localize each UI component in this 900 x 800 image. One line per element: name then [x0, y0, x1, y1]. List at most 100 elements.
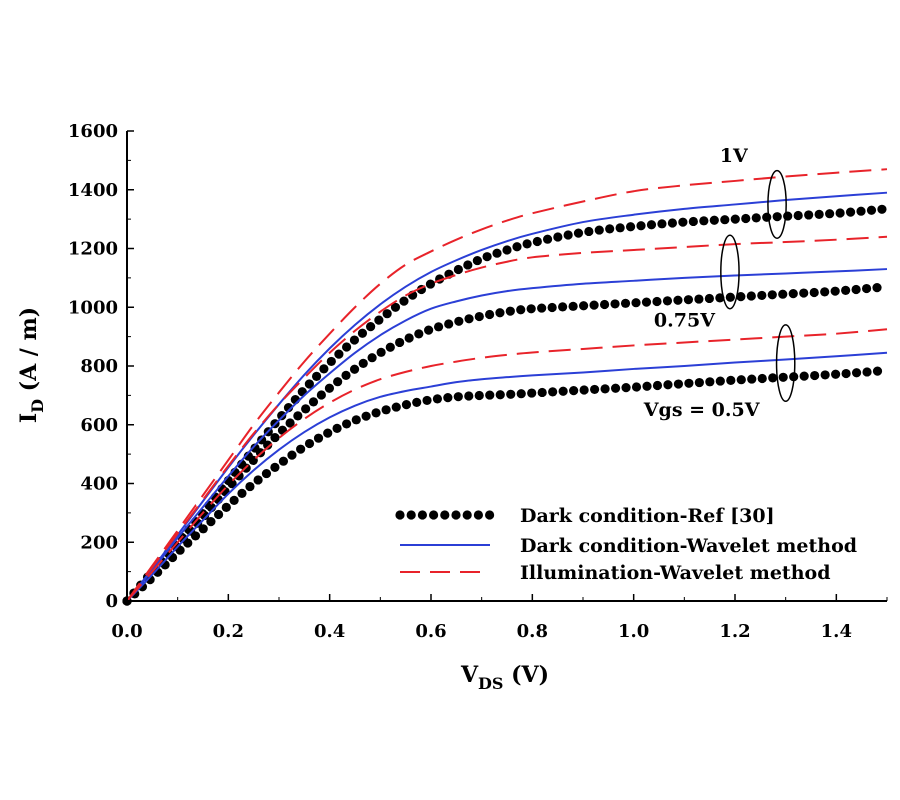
data-point [221, 502, 231, 512]
data-point [485, 390, 495, 400]
data-point [537, 387, 547, 398]
data-point [285, 418, 295, 428]
data-point [253, 475, 263, 485]
data-point [382, 309, 392, 319]
data-point [730, 214, 740, 224]
data-point [341, 370, 351, 380]
data-point [443, 393, 453, 403]
data-point [678, 217, 688, 227]
data-point [568, 301, 578, 311]
data-point [522, 239, 532, 249]
data-point [278, 456, 289, 466]
x-axis-label: VDS (V) [460, 662, 549, 693]
data-point [851, 368, 862, 378]
data-point [751, 213, 761, 223]
legend-dot [440, 510, 450, 520]
data-point [641, 297, 652, 307]
data-point [667, 218, 678, 228]
data-point [229, 495, 239, 505]
data-point [412, 397, 422, 407]
data-point [831, 369, 841, 379]
data-point [474, 311, 484, 322]
data-point [349, 364, 360, 374]
data-point [502, 245, 512, 255]
data-point [547, 302, 557, 313]
data-point [709, 215, 719, 225]
data-point [527, 388, 537, 398]
data-point [720, 215, 730, 225]
data-point [820, 370, 830, 380]
series-dark-ref-075v [122, 282, 882, 606]
series-illumination-1v [126, 168, 888, 602]
data-point [631, 382, 642, 392]
data-point [332, 423, 342, 433]
data-point [237, 488, 247, 498]
legend-dot [462, 510, 472, 520]
data-point [793, 210, 803, 221]
data-point [311, 371, 322, 381]
data-point [736, 292, 746, 302]
data-point [433, 322, 444, 332]
x-tick-label: 0.8 [517, 621, 548, 642]
data-point [620, 298, 631, 308]
data-point [333, 377, 343, 387]
data-point [323, 428, 333, 438]
data-point [610, 299, 620, 309]
data-point [605, 224, 615, 234]
data-point [374, 315, 384, 325]
y-tick-label: 600 [80, 415, 118, 436]
data-point [261, 468, 272, 479]
data-point [772, 212, 782, 222]
data-point [584, 226, 594, 237]
data-point [401, 399, 412, 410]
data-point [877, 204, 887, 214]
data-point [537, 303, 547, 313]
plot-area: 1V 0.75V Vgs = 0.5V [122, 145, 888, 606]
data-point [599, 299, 610, 310]
data-point [662, 296, 673, 306]
data-point [319, 364, 329, 374]
data-point [454, 316, 464, 326]
y-tick-label: 800 [80, 356, 118, 377]
data-point [516, 389, 526, 399]
series-dark-wavelet-075v [126, 268, 888, 602]
data-point [646, 220, 657, 230]
data-point [851, 284, 861, 295]
data-point [198, 524, 208, 534]
data-point [757, 373, 767, 384]
data-point [422, 395, 432, 406]
data-point [610, 383, 621, 393]
data-point [788, 289, 798, 299]
data-point [558, 386, 568, 396]
series-dark-ref-05v [122, 366, 883, 606]
data-point [453, 392, 463, 402]
legend-entry-illumination: Illumination-Wavelet method [400, 562, 830, 584]
data-point [432, 394, 443, 404]
data-point [463, 260, 473, 270]
data-point [746, 291, 756, 301]
data-point [642, 381, 652, 391]
data-point [495, 308, 505, 318]
data-point [324, 383, 335, 393]
y-tick-label: 200 [80, 532, 118, 553]
data-point [512, 242, 522, 252]
series-illumination-075v [126, 235, 888, 602]
data-point [349, 335, 360, 345]
legend-label-dark-wavelet: Dark condition-Wavelet method [520, 535, 857, 557]
axes: 0 200 400 600 800 1000 1200 1400 1600 0.0 0.2 0.4 0.… [68, 121, 888, 642]
data-point [376, 347, 386, 357]
legend-label-illumination: Illumination-Wavelet method [520, 562, 830, 584]
data-point [767, 290, 777, 300]
data-point [361, 411, 371, 421]
data-point [809, 287, 819, 298]
y-tick-label: 1200 [68, 239, 118, 260]
data-point [391, 402, 401, 412]
x-tick-label: 0.6 [415, 621, 446, 642]
data-point [399, 296, 409, 306]
y-tick-label: 1600 [68, 121, 118, 142]
data-point [699, 216, 709, 226]
data-point [621, 383, 631, 393]
data-point [866, 205, 877, 215]
data-point [526, 304, 536, 314]
data-point [206, 517, 216, 527]
